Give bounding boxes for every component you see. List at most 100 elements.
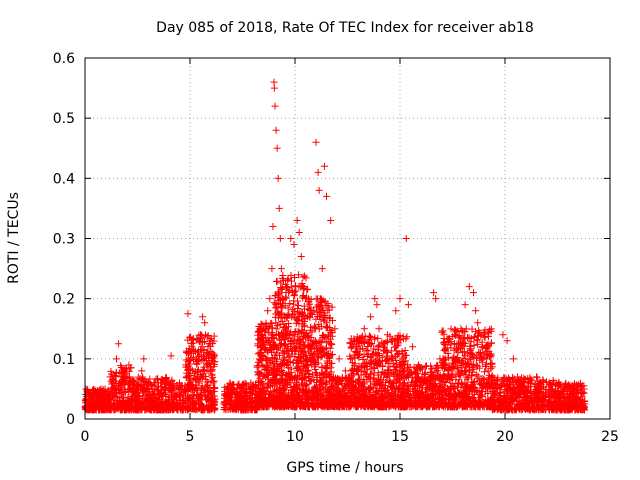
data-point	[348, 359, 356, 367]
data-point	[141, 386, 149, 394]
data-point	[315, 393, 323, 401]
data-point	[341, 392, 349, 400]
data-point	[295, 271, 303, 279]
data-point	[293, 340, 301, 348]
data-point	[237, 397, 245, 405]
data-point	[274, 291, 282, 299]
data-point	[268, 324, 276, 332]
data-point	[285, 347, 293, 355]
data-point	[364, 339, 372, 347]
data-point	[130, 376, 138, 384]
data-point	[350, 335, 358, 343]
data-point	[166, 382, 174, 390]
data-point	[287, 271, 295, 279]
data-point	[274, 363, 282, 371]
data-point	[327, 351, 335, 359]
data-point	[272, 380, 280, 388]
data-point	[392, 372, 400, 380]
data-point	[371, 334, 379, 342]
data-point	[325, 371, 333, 379]
data-point	[139, 376, 147, 384]
data-point	[241, 402, 249, 410]
data-point	[326, 344, 334, 352]
data-point	[320, 351, 328, 359]
data-point	[183, 348, 191, 356]
data-point	[370, 393, 378, 401]
data-point	[162, 375, 170, 383]
data-point	[481, 368, 489, 376]
data-point	[112, 369, 120, 377]
data-point	[200, 387, 208, 395]
data-point	[147, 393, 155, 401]
data-point	[196, 338, 204, 346]
data-point	[257, 320, 265, 328]
data-point	[289, 401, 297, 409]
data-point	[193, 376, 201, 384]
data-point	[317, 377, 325, 385]
data-point	[197, 372, 205, 380]
data-point	[347, 403, 355, 411]
data-point	[118, 401, 126, 409]
data-point	[278, 378, 286, 386]
data-point	[374, 358, 382, 366]
data-point	[304, 402, 312, 410]
data-point	[127, 364, 135, 372]
data-point	[140, 398, 148, 406]
data-point	[184, 404, 192, 412]
data-point	[141, 406, 149, 414]
data-point	[227, 405, 235, 413]
data-point	[158, 401, 166, 409]
data-point	[189, 353, 197, 361]
data-point	[280, 357, 288, 365]
data-point	[288, 347, 296, 355]
data-point	[315, 354, 323, 362]
data-point	[195, 404, 203, 412]
data-point	[291, 291, 299, 299]
data-point	[100, 396, 108, 404]
y-axis-label: ROTI / TECUs	[6, 192, 22, 284]
data-point	[312, 360, 320, 368]
data-point	[200, 363, 208, 371]
data-point	[273, 355, 281, 363]
data-point	[249, 383, 257, 391]
data-point	[283, 402, 291, 410]
data-point	[275, 314, 283, 322]
data-point	[350, 387, 358, 395]
data-point	[298, 309, 306, 317]
data-point	[190, 383, 198, 391]
data-point	[373, 381, 381, 389]
data-point	[209, 399, 217, 407]
data-point	[332, 396, 340, 404]
data-point	[277, 389, 285, 397]
data-point	[376, 378, 384, 386]
data-point	[189, 385, 197, 393]
data-point	[382, 387, 390, 395]
data-point	[317, 379, 325, 387]
data-point	[360, 387, 368, 395]
data-point	[325, 306, 333, 314]
data-point	[360, 351, 368, 359]
data-point	[304, 395, 312, 403]
data-point	[322, 344, 330, 352]
data-point	[285, 369, 293, 377]
data-point	[278, 309, 286, 317]
data-point	[363, 366, 371, 374]
data-point	[161, 405, 169, 413]
data-point	[85, 391, 93, 399]
data-point	[279, 277, 287, 285]
data-point	[385, 379, 393, 387]
data-point	[301, 272, 309, 280]
data-point	[320, 387, 328, 395]
data-point	[155, 390, 163, 398]
data-point	[271, 403, 279, 411]
data-point	[322, 365, 330, 373]
data-point	[371, 365, 379, 373]
data-point	[363, 352, 371, 360]
data-point	[290, 402, 298, 410]
data-point	[271, 389, 279, 397]
data-point	[382, 356, 390, 364]
data-point	[194, 349, 202, 357]
data-point	[282, 402, 290, 410]
data-point	[196, 392, 204, 400]
